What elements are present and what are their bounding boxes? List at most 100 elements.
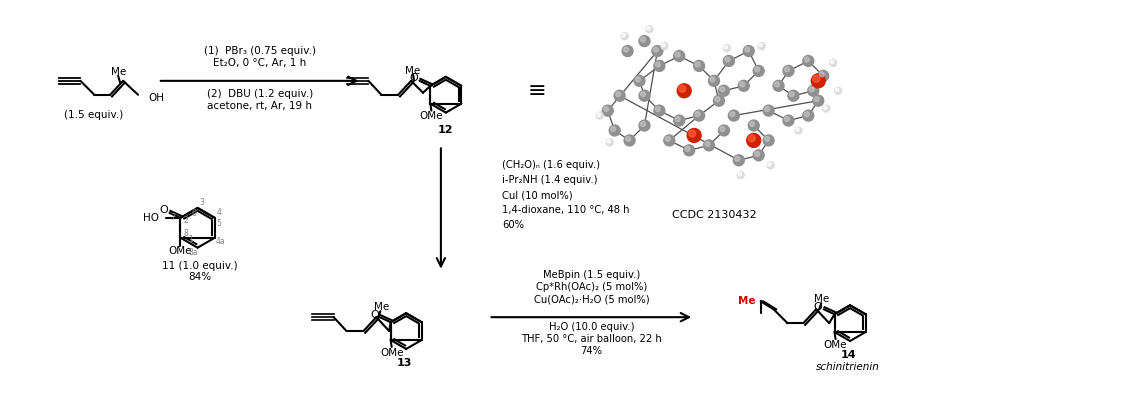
Circle shape bbox=[789, 92, 795, 97]
Text: O: O bbox=[814, 302, 822, 312]
Circle shape bbox=[730, 112, 735, 116]
Circle shape bbox=[674, 50, 684, 62]
Circle shape bbox=[764, 136, 770, 142]
Circle shape bbox=[738, 80, 749, 91]
Circle shape bbox=[607, 140, 611, 143]
Circle shape bbox=[714, 95, 724, 106]
Circle shape bbox=[665, 136, 671, 142]
Circle shape bbox=[636, 77, 640, 82]
Circle shape bbox=[814, 97, 820, 102]
Text: 7: 7 bbox=[171, 213, 175, 222]
Text: OH: OH bbox=[148, 93, 164, 103]
Text: Me: Me bbox=[110, 67, 126, 77]
Circle shape bbox=[725, 57, 730, 62]
Circle shape bbox=[647, 26, 650, 30]
Circle shape bbox=[830, 60, 837, 66]
Circle shape bbox=[785, 67, 789, 72]
Circle shape bbox=[723, 56, 735, 66]
Circle shape bbox=[683, 145, 695, 156]
Text: 8a: 8a bbox=[189, 248, 198, 257]
Circle shape bbox=[733, 155, 745, 166]
Text: (1.5 equiv.): (1.5 equiv.) bbox=[64, 110, 123, 120]
Circle shape bbox=[758, 43, 763, 47]
Text: 4a: 4a bbox=[216, 237, 225, 246]
Circle shape bbox=[622, 46, 633, 56]
Text: CuI (10 mol%): CuI (10 mol%) bbox=[503, 190, 573, 200]
Circle shape bbox=[625, 136, 631, 142]
Circle shape bbox=[624, 135, 636, 146]
Circle shape bbox=[755, 151, 760, 156]
Circle shape bbox=[611, 126, 615, 132]
Circle shape bbox=[807, 85, 819, 96]
Circle shape bbox=[639, 36, 650, 46]
Circle shape bbox=[783, 115, 794, 126]
Text: 13: 13 bbox=[397, 358, 412, 368]
Circle shape bbox=[763, 135, 774, 146]
Circle shape bbox=[622, 33, 625, 37]
Circle shape bbox=[735, 156, 740, 161]
Text: 12: 12 bbox=[438, 126, 454, 136]
Circle shape bbox=[655, 62, 661, 67]
Circle shape bbox=[715, 97, 720, 102]
Circle shape bbox=[687, 128, 702, 142]
Text: H₂O (10.0 equiv.): H₂O (10.0 equiv.) bbox=[548, 322, 634, 332]
Circle shape bbox=[803, 110, 814, 121]
Circle shape bbox=[738, 172, 741, 176]
Circle shape bbox=[596, 112, 604, 119]
Circle shape bbox=[720, 87, 725, 92]
Circle shape bbox=[719, 125, 729, 136]
Circle shape bbox=[820, 72, 824, 77]
Circle shape bbox=[662, 43, 665, 47]
Circle shape bbox=[720, 126, 725, 132]
Circle shape bbox=[654, 47, 658, 52]
Text: OMe: OMe bbox=[380, 348, 404, 358]
Text: Cp*Rh(OAc)₂ (5 mol%): Cp*Rh(OAc)₂ (5 mol%) bbox=[536, 282, 647, 292]
Text: 84%: 84% bbox=[188, 272, 211, 282]
Circle shape bbox=[709, 77, 715, 82]
Circle shape bbox=[758, 43, 765, 50]
Text: Me: Me bbox=[406, 66, 421, 76]
Circle shape bbox=[695, 62, 700, 67]
Text: 8: 8 bbox=[184, 229, 189, 238]
Circle shape bbox=[604, 107, 608, 112]
Text: Cu(OAc)₂·H₂O (5 mol%): Cu(OAc)₂·H₂O (5 mol%) bbox=[533, 294, 649, 304]
Text: ≡: ≡ bbox=[528, 81, 547, 101]
Circle shape bbox=[748, 135, 755, 142]
Text: O: O bbox=[409, 73, 418, 83]
Text: O: O bbox=[370, 310, 379, 320]
Circle shape bbox=[803, 56, 814, 66]
Circle shape bbox=[804, 57, 810, 62]
Circle shape bbox=[597, 113, 600, 116]
Circle shape bbox=[813, 75, 820, 82]
Text: (CH₂O)ₙ (1.6 equiv.): (CH₂O)ₙ (1.6 equiv.) bbox=[503, 160, 600, 170]
Circle shape bbox=[695, 112, 700, 116]
Text: THF, 50 °C, air balloon, 22 h: THF, 50 °C, air balloon, 22 h bbox=[521, 334, 662, 344]
Circle shape bbox=[745, 47, 749, 52]
Circle shape bbox=[704, 140, 714, 151]
Text: OMe: OMe bbox=[824, 340, 847, 350]
Circle shape bbox=[818, 70, 829, 81]
Circle shape bbox=[675, 116, 680, 122]
Circle shape bbox=[830, 60, 833, 64]
Circle shape bbox=[674, 115, 684, 126]
Circle shape bbox=[749, 122, 755, 126]
Circle shape bbox=[753, 66, 764, 76]
Text: 14: 14 bbox=[840, 350, 856, 360]
Circle shape bbox=[724, 45, 728, 49]
Text: OMe: OMe bbox=[168, 246, 192, 256]
Circle shape bbox=[740, 82, 745, 87]
Circle shape bbox=[623, 47, 629, 52]
Circle shape bbox=[795, 127, 802, 134]
Circle shape bbox=[708, 75, 720, 86]
Circle shape bbox=[654, 60, 665, 71]
Text: HO: HO bbox=[142, 213, 158, 223]
Circle shape bbox=[755, 67, 760, 72]
Text: i-Pr₂NH (1.4 equiv.): i-Pr₂NH (1.4 equiv.) bbox=[503, 175, 598, 185]
Circle shape bbox=[654, 105, 665, 116]
Text: OMe: OMe bbox=[420, 110, 443, 120]
Circle shape bbox=[655, 107, 661, 112]
Text: MeBpin (1.5 equiv.): MeBpin (1.5 equiv.) bbox=[542, 270, 640, 280]
Circle shape bbox=[640, 92, 646, 97]
Circle shape bbox=[763, 105, 774, 116]
Circle shape bbox=[748, 120, 760, 131]
